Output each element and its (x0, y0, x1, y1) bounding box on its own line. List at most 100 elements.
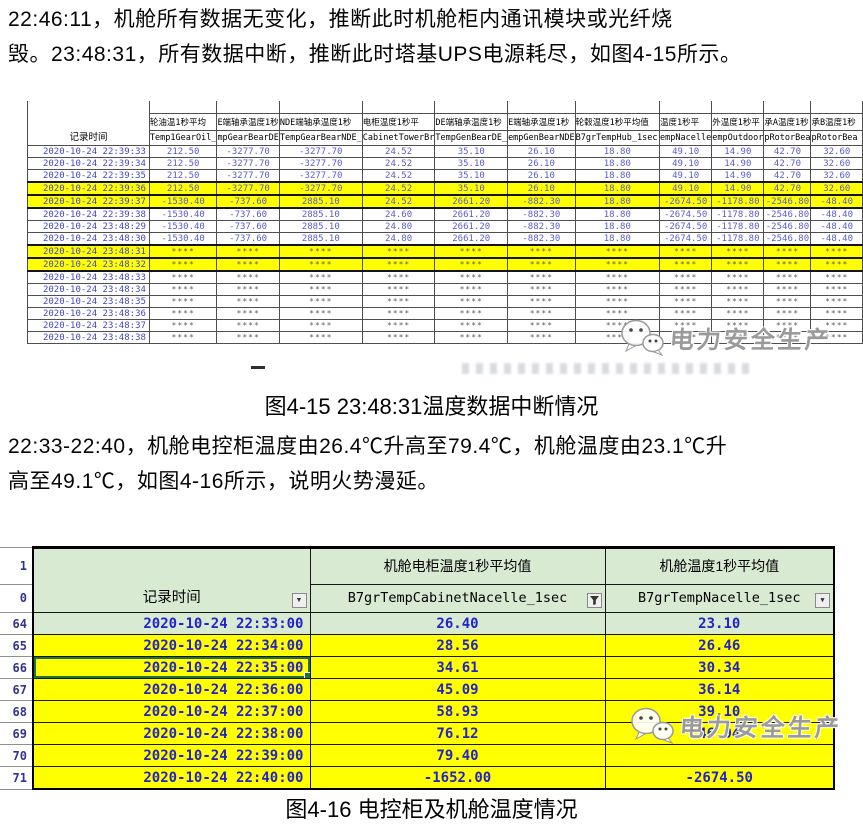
t1-value-cell: **** (361, 283, 436, 296)
t1-value-cell: **** (216, 283, 280, 296)
t1-value-cell: 49.10 (659, 181, 713, 196)
t1-header-cn-cell: DE端轴承温度1秒 (434, 113, 509, 131)
t1-value-cell: **** (361, 244, 436, 259)
selection-fill-handle[interactable] (303, 672, 309, 678)
t1-value-cell: -1178.80 (711, 194, 765, 209)
t2-data-row: 65 2020-10-24 22:34:00 28.56 26.46 (0, 634, 835, 657)
t1-value-cell: 18.80 (574, 145, 661, 158)
t1-header-en-cell: Temp1GearOil_ (148, 130, 218, 146)
t1-value-cell: -3277.70 (278, 181, 363, 196)
t1-value-cell: 24.52 (361, 194, 436, 209)
t1-time-header-cell: 记录时间 (27, 101, 150, 146)
t1-value-cell: 18.80 (574, 194, 661, 209)
t1-value-cell: -3277.70 (278, 157, 363, 170)
t1-value-cell: **** (434, 307, 509, 320)
t1-value-cell: -3277.70 (216, 157, 280, 170)
t1-value-cell: -1178.80 (711, 207, 765, 221)
t1-value-cell: **** (763, 283, 812, 296)
t1-data-row: 2020-10-24 23:48:38 **** **** **** **** **** *… (27, 331, 863, 344)
t2-time-cell: 2020-10-24 22:37:00 (32, 700, 311, 723)
t1-time-cell: 2020-10-24 22:39:34 (27, 157, 150, 170)
t1-stub-cell (507, 101, 576, 114)
t1-value-cell: **** (659, 244, 713, 259)
t1-header-en-cell: TempGenBearDE_ (434, 130, 509, 146)
t2-data-row: 71 2020-10-24 22:40:00 -1652.00 -2674.50 (0, 766, 835, 790)
t2-group-header-row: 1 记录时间 ▼ 机舱电柜温度1秒平均值 机舱温度1秒平均值 (0, 546, 835, 613)
t1-value-cell: -48.40 (810, 232, 863, 246)
t2-field-cabinet-cell: B7grTempCabinetNacelle_1sec (309, 583, 606, 614)
t1-stub-cell (361, 101, 436, 114)
t1-value-cell: 2661.20 (434, 194, 509, 209)
t1-value-cell: **** (148, 331, 218, 344)
t1-value-cell: **** (574, 295, 661, 308)
paragraph-2: 22:33-22:40，机舱电控柜温度由26.4℃升高至79.4℃，机舱温度由2… (8, 429, 858, 499)
t1-time-cell: 2020-10-24 23:48:37 (27, 319, 150, 332)
t1-value-cell: 18.80 (574, 181, 661, 196)
t1-value-cell: 14.90 (711, 181, 765, 196)
t1-value-cell: **** (148, 319, 218, 332)
t1-value-cell: 2885.10 (278, 220, 363, 233)
t1-value-cell: 24.60 (361, 207, 436, 221)
t1-value-cell: **** (278, 319, 363, 332)
filter-funnel-icon[interactable] (586, 593, 602, 608)
t2-time-cell[interactable]: 2020-10-24 22:35:00 (32, 656, 311, 679)
t2-field-header-row: 0 B7grTempCabinetNacelle_1sec B7grTempNa… (0, 583, 835, 614)
t1-value-cell: -882.30 (507, 194, 576, 209)
t1-header-cn-row: 轮油温1秒平均 E端轴承温度1秒 NDE端轴承温度1秒 电柜温度1秒平 DE端轴承温度1… (28, 113, 863, 131)
t1-value-cell: 24.52 (361, 145, 436, 158)
t1-value-cell: 212.50 (148, 145, 218, 158)
t1-data-row: 2020-10-24 22:39:36 212.50 -3277.70 -3277.7… (27, 181, 863, 196)
t1-value-cell: **** (711, 244, 765, 259)
t1-value-cell: **** (216, 257, 280, 272)
t1-value-cell: **** (810, 295, 863, 308)
t1-header-en-cell: B7grTempHub_1sec (574, 130, 661, 146)
t1-data-row: 2020-10-24 22:39:37 -1530.40 -737.60 2885.1… (27, 194, 863, 209)
t1-header-cn-cell: 轮毂温度1秒平均值 (574, 113, 661, 131)
t1-value-cell: **** (361, 257, 436, 272)
t1-value-cell: 35.10 (434, 169, 509, 183)
t2-field-cabinet-label: B7grTempCabinetNacelle_1sec (347, 590, 568, 607)
t1-value-cell: -2674.50 (659, 220, 713, 233)
paragraph-2-line-1: 22:33-22:40，机舱电控柜温度由26.4℃升高至79.4℃，机舱温度由2… (8, 435, 728, 458)
t1-value-cell: 32.60 (810, 169, 863, 183)
paragraph-1-line-2: 毁。23:48:31，所有数据中断，推断此时塔基UPS电源耗尽，如图4-15所示… (8, 43, 742, 66)
t2-cabinet-value-cell: -1652.00 (309, 766, 606, 790)
t1-value-cell: -2546.80 (763, 207, 812, 221)
t1-value-cell: **** (763, 307, 812, 320)
t1-value-cell: 2661.20 (434, 220, 509, 233)
t1-data-row: 2020-10-24 23:48:32 **** **** **** **** **** *… (27, 257, 863, 272)
t1-value-cell: -2546.80 (763, 220, 812, 233)
t1-value-cell: **** (216, 270, 280, 284)
t1-header-cn-cell: 外温度1秒平 (711, 113, 765, 131)
t1-stub-cell (434, 101, 509, 114)
t1-header-en-cell: empNacelle (659, 130, 713, 146)
t1-time-cell: 2020-10-24 22:39:33 (27, 145, 150, 158)
t1-value-cell: **** (434, 283, 509, 296)
filter-dropdown-nacelle-icon[interactable]: ▼ (815, 593, 830, 608)
t1-value-cell: 42.70 (763, 145, 812, 158)
t2-row-number: 70 (0, 744, 34, 767)
t1-value-cell: -48.40 (810, 194, 863, 209)
t1-value-cell: **** (711, 283, 765, 296)
t2-time-cell: 2020-10-24 22:39:00 (32, 744, 311, 767)
t1-value-cell: -1530.40 (148, 220, 218, 233)
t2-cabinet-value-cell: 45.09 (309, 678, 606, 701)
t1-value-cell: **** (810, 319, 863, 332)
t1-header-cn-cell: E端轴承温度1秒 (507, 113, 576, 131)
t1-value-cell: **** (278, 270, 363, 284)
t2-time-cell: 2020-10-24 22:40:00 (32, 766, 311, 790)
t2-cabinet-value-cell: 26.40 (309, 612, 606, 635)
watermark-1: 电力安全生产 (620, 318, 833, 356)
t1-value-cell: **** (148, 257, 218, 272)
t1-value-cell: **** (507, 283, 576, 296)
t1-value-cell: **** (711, 257, 765, 272)
t1-value-cell: 42.70 (763, 181, 812, 196)
t1-value-cell: **** (763, 270, 812, 284)
t1-value-cell: **** (361, 319, 436, 332)
t1-value-cell: 32.60 (810, 181, 863, 196)
t1-value-cell: **** (763, 331, 812, 344)
filter-dropdown-time-icon[interactable]: ▼ (291, 593, 307, 608)
wechat-bubbles-icon (631, 707, 674, 744)
t1-stub-row: 记录时间 (27, 101, 863, 146)
t1-value-cell: **** (574, 270, 661, 284)
